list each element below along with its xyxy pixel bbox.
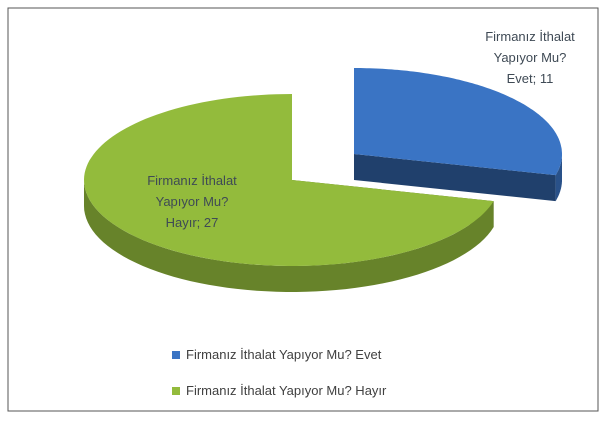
- slice-side: [555, 154, 562, 202]
- slice: [84, 94, 494, 292]
- legend-swatch: [172, 350, 180, 359]
- legend-entry: Firmanız İthalat Yapıyor Mu? Evet: [172, 347, 381, 362]
- legend-entry: Firmanız İthalat Yapıyor Mu? Hayır: [172, 383, 386, 398]
- slice-wall: [354, 154, 556, 202]
- slice: [354, 68, 562, 202]
- slice-top: [84, 94, 494, 266]
- data-label: Firmanız İthalat Yapıyor Mu? Hayır; 27: [147, 173, 237, 230]
- slice-top: [354, 68, 562, 176]
- legend-swatch: [172, 386, 180, 395]
- legend-label: Firmanız İthalat Yapıyor Mu? Hayır: [186, 383, 387, 398]
- legend-label: Firmanız İthalat Yapıyor Mu? Evet: [186, 347, 382, 362]
- data-label: Firmanız İthalat Yapıyor Mu? Evet; 11: [485, 29, 575, 86]
- slice-side: [84, 180, 494, 292]
